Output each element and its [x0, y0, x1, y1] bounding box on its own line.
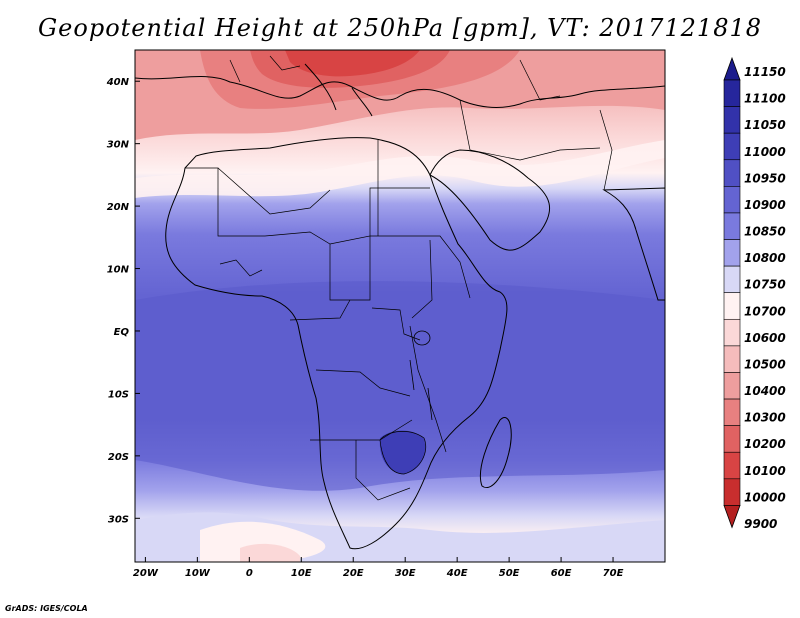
border-7 [411, 239, 433, 319]
border-13 [371, 307, 421, 341]
colorbar-label: 10000 [744, 490, 786, 504]
border-2 [217, 167, 331, 215]
border-12 [409, 325, 447, 453]
height-field [135, 50, 665, 562]
colorbar: 11150 11100 11050 11000 10950 10900 10850 10800… [723, 56, 786, 531]
field-contour-11000 [379, 430, 426, 474]
colorbar-label: 10750 [744, 278, 786, 292]
lon-tick-label: 10W [185, 568, 211, 579]
lon-tick-label: 70E [603, 568, 624, 579]
colorbar-swatch [723, 239, 741, 267]
border-15 [379, 431, 427, 475]
border-14 [219, 259, 263, 277]
coastline-europe [135, 76, 665, 108]
colorbar-label: 10950 [744, 171, 786, 185]
lon-tick-label: 20E [343, 568, 364, 579]
colorbar-swatch [723, 106, 741, 134]
colorbar-swatch [723, 425, 741, 453]
footer-credit: GrADS: IGES/COLA [5, 604, 88, 613]
lat-tick-label: 40N [106, 77, 130, 88]
lat-tick-label: 10N [107, 265, 130, 276]
border-17 [599, 109, 613, 191]
colorbar-label: 10300 [744, 411, 786, 425]
border-11 [355, 440, 411, 501]
colorbar-label: 10900 [744, 198, 786, 212]
colorbar-label: 10500 [744, 357, 786, 371]
lat-tick-label: 20N [107, 202, 130, 213]
lon-tick-label: 60E [551, 568, 572, 579]
coastline-arabia [429, 149, 550, 251]
colorbar-swatch [723, 79, 741, 107]
border-20 [269, 55, 301, 71]
coastlines [135, 63, 665, 550]
lake-malawi [427, 387, 433, 421]
colorbar-swatch [723, 132, 741, 161]
lon-tick-label: 40E [446, 568, 468, 579]
lon-tick-label: 0 [246, 568, 253, 579]
lon-tick-label: 10E [291, 568, 312, 579]
colorbar-label: 11050 [744, 118, 786, 132]
lakes [409, 330, 433, 421]
lat-tick-label: 30S [108, 514, 129, 525]
field-contour-10950 [135, 281, 665, 491]
colorbar-swatch [723, 372, 741, 400]
lake-tanganyika [409, 359, 415, 391]
axis-ticks: 20W 10W 0 10E 20E 30E 40E 50E 60E 70E 40N 30N 20N 10N… [106, 77, 624, 579]
border-6 [370, 235, 471, 299]
field-contour-10700 [135, 140, 665, 198]
colorbar-label: 10400 [744, 384, 786, 398]
border-18 [519, 59, 561, 101]
lat-tick-label: 30N [107, 140, 130, 151]
colorbar-arrow-bottom [723, 505, 741, 529]
colorbar-arrow-top [723, 56, 741, 81]
border-1 [185, 167, 265, 237]
colorbar-swatch [723, 292, 741, 320]
colorbar-swatch [723, 186, 741, 214]
lat-tick-label: 20S [108, 452, 129, 463]
colorbar-swatch [723, 478, 741, 506]
map-frame [134, 49, 666, 563]
colorbar-swatch [723, 451, 741, 480]
coastline-india [602, 187, 665, 301]
colorbar-label: 11150 [744, 65, 786, 79]
country-borders [185, 55, 613, 501]
lon-tick-label: 50E [499, 568, 520, 579]
colorbar-label: 11100 [744, 92, 786, 106]
lake-victoria [413, 330, 431, 346]
coastline-italy [304, 63, 337, 111]
border-8 [289, 299, 351, 321]
lon-tick-label: 20W [133, 568, 159, 579]
coastline-africa [165, 137, 508, 550]
colorbar-label: 11000 [744, 145, 786, 159]
colorbar-label: 10100 [744, 464, 786, 478]
colorbar-swatch [723, 398, 741, 426]
colorbar-swatch [723, 265, 741, 294]
colorbar-label: 10850 [744, 225, 786, 239]
colorbar-swatch [723, 159, 741, 187]
coastline-madagascar [479, 417, 512, 488]
colorbar-swatch [723, 318, 741, 347]
lon-tick-label: 30E [395, 568, 416, 579]
colorbar-label: 10600 [744, 331, 786, 345]
field-contour-10100 [285, 50, 420, 77]
border-3 [264, 187, 430, 245]
colorbar-label: 10800 [744, 251, 786, 265]
field-contour-10500-south [240, 543, 300, 562]
colorbar-swatch [723, 212, 741, 240]
border-16 [459, 99, 601, 161]
border-9 [315, 369, 411, 397]
coastline-greece [351, 87, 373, 117]
border-19 [229, 59, 241, 83]
lat-tick-label: EQ [114, 327, 130, 338]
colorbar-swatch [723, 345, 741, 373]
colorbar-label: 10200 [744, 437, 786, 451]
colorbar-label: 9900 [744, 517, 777, 531]
lat-tick-label: 10S [108, 389, 129, 400]
map-title: Geopotential Height at 250hPa [gpm], VT:… [38, 14, 762, 42]
colorbar-label: 10700 [744, 304, 786, 318]
